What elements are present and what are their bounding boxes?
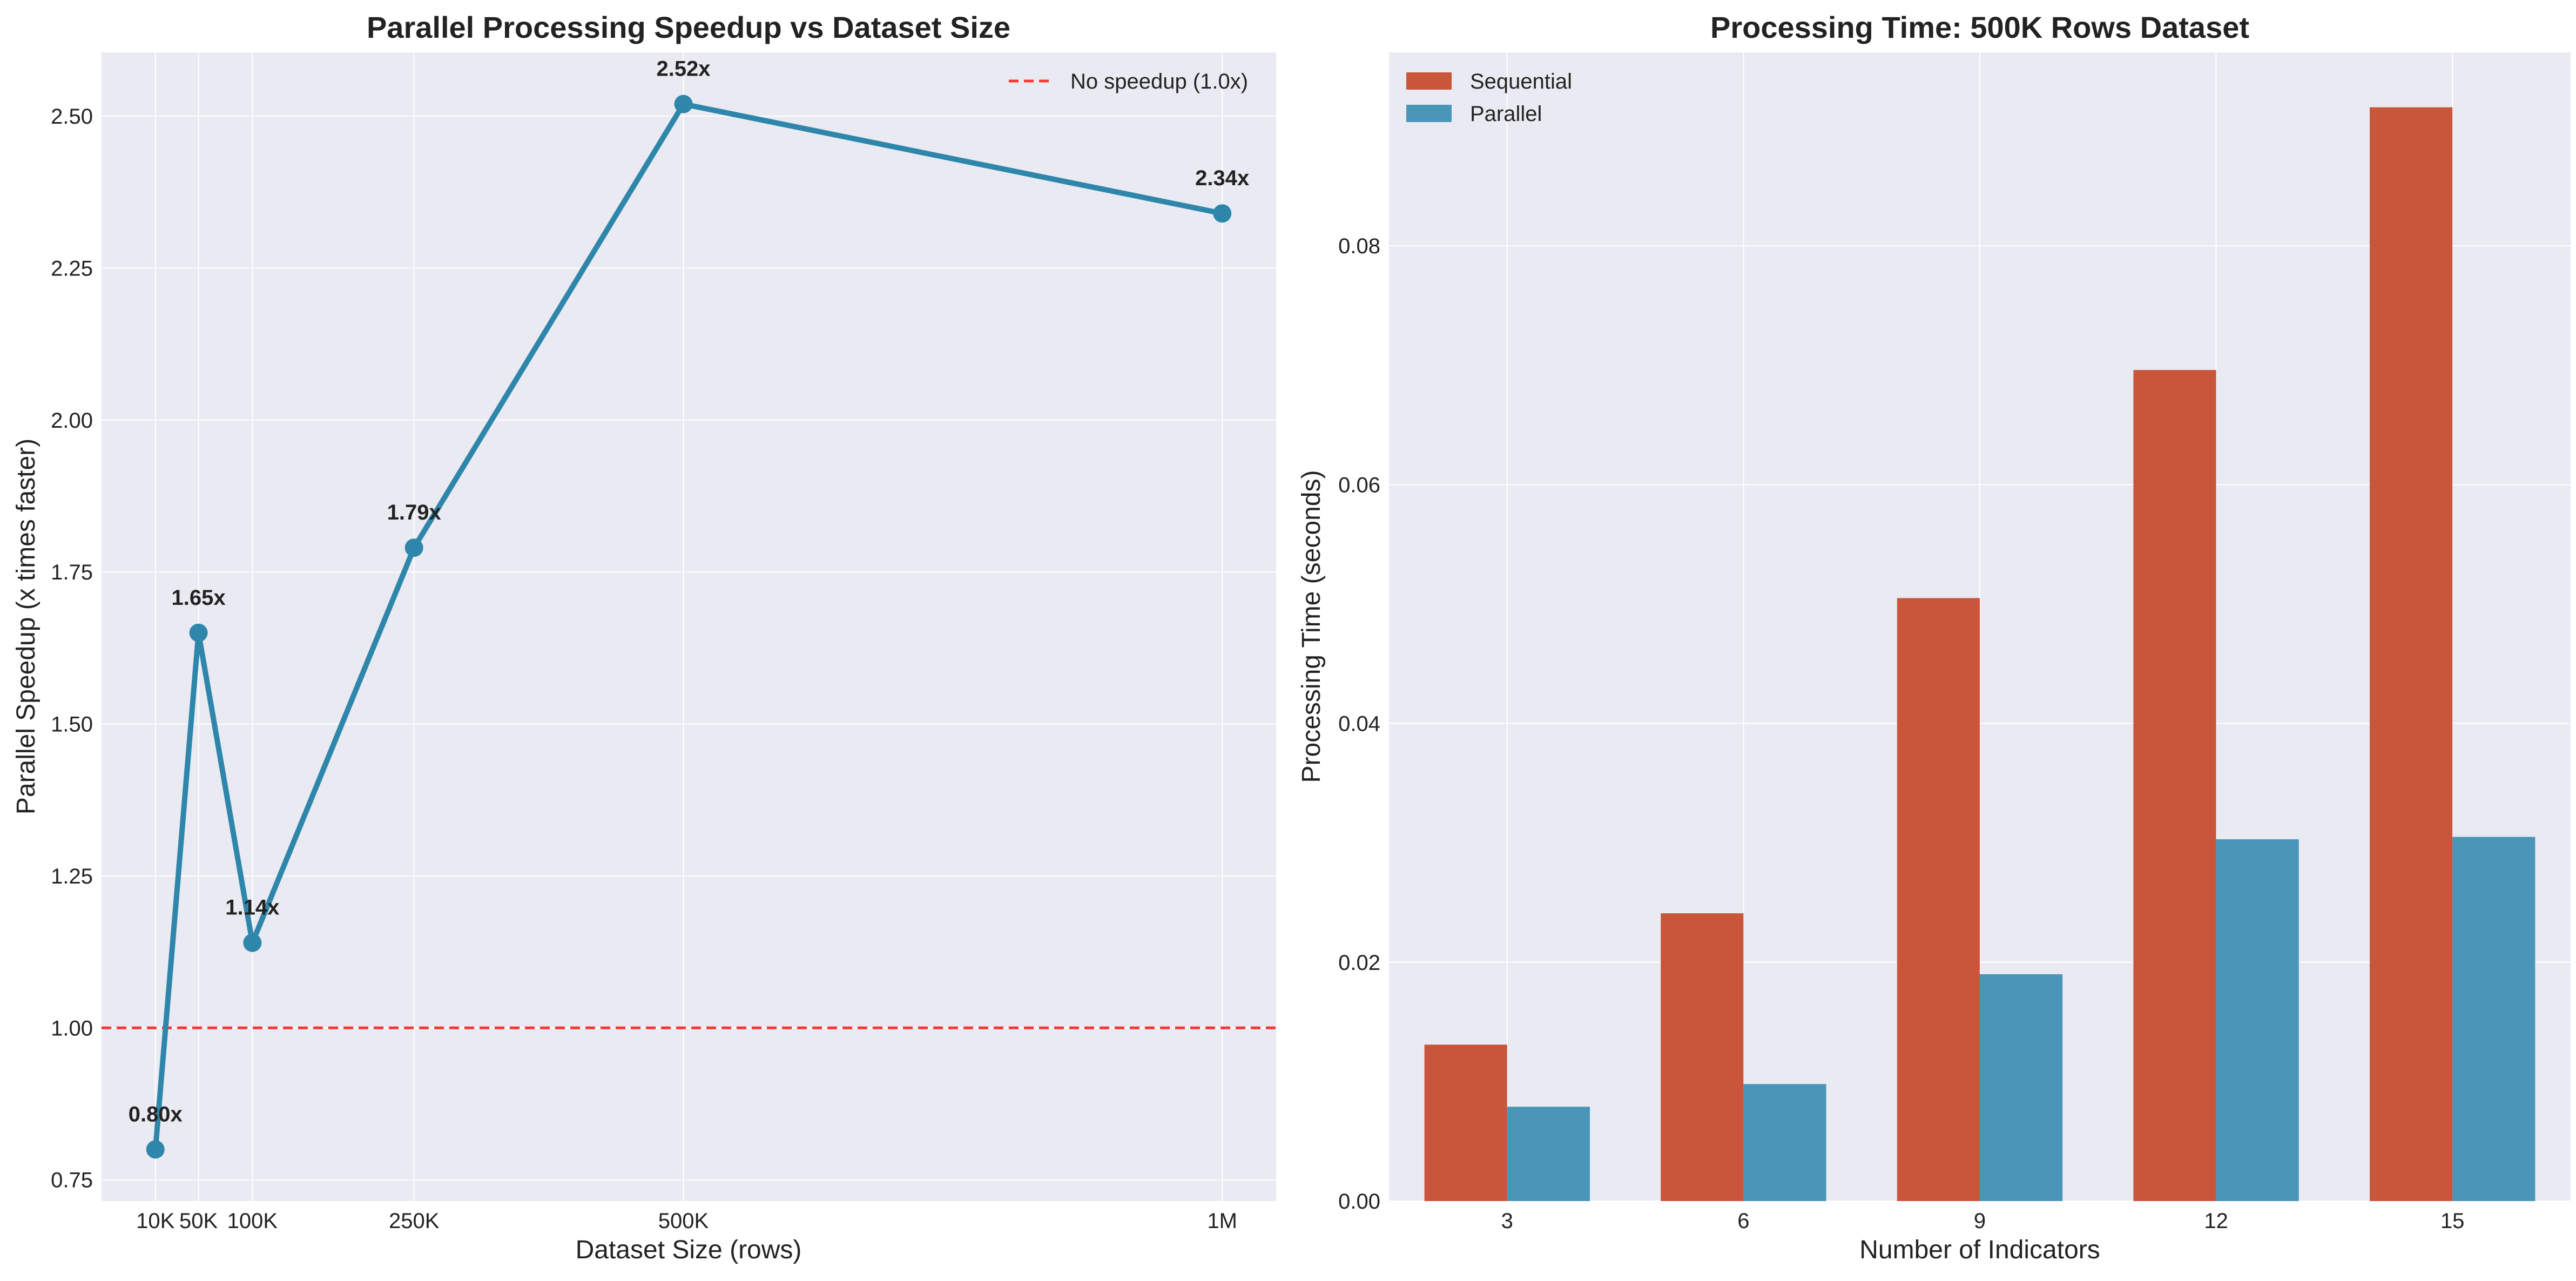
speedup-data-label: 1.65x [172, 586, 226, 610]
bar-parallel [1980, 974, 2063, 1201]
right-y-tick-label: 0.02 [1338, 951, 1380, 975]
left-x-axis-label: Dataset Size (rows) [576, 1236, 802, 1264]
speedup-line [152, 101, 1223, 1150]
speedup-point [674, 95, 693, 113]
right-y-tick-labels: 0.00 0.02 0.04 0.06 0.08 [1338, 234, 1380, 1213]
right-x-tick-label: 9 [1974, 1209, 1986, 1233]
bar-sequential [1424, 1044, 1507, 1201]
left-plot-area [102, 52, 1276, 1201]
speedup-point [1213, 204, 1232, 223]
right-x-tick-label: 6 [1737, 1209, 1749, 1233]
speedup-point [243, 933, 262, 952]
speedup-data-labels: 0.80x 1.65x 1.14x 1.79x 2.52x 2.34x [129, 57, 1250, 1127]
left-x-tick-label: 250K [389, 1209, 440, 1233]
speedup-data-label: 2.34x [1195, 166, 1249, 190]
right-y-tick-label: 0.00 [1338, 1190, 1380, 1213]
bar-sequential [1661, 913, 1744, 1201]
legend-label-sequential: Sequential [1470, 70, 1572, 93]
bar-sequential [2370, 107, 2453, 1201]
speedup-point [146, 1140, 165, 1159]
speedup-data-label: 1.14x [225, 896, 279, 920]
left-x-tick-label: 1M [1207, 1209, 1237, 1233]
left-y-tick-label: 1.00 [51, 1016, 93, 1040]
speedup-line-chart: 0.80x 1.65x 1.14x 1.79x 2.52x 2.34x 0.75 1.00 1… [12, 10, 1276, 1264]
bar-parallel [1507, 1107, 1590, 1201]
legend-swatch-parallel [1406, 105, 1452, 122]
right-x-tick-labels: 3 6 9 12 15 [1501, 1209, 2465, 1233]
right-y-axis-label: Processing Time (seconds) [1297, 470, 1326, 783]
left-y-tick-label: 2.50 [51, 105, 93, 129]
left-y-tick-label: 1.25 [51, 865, 93, 888]
right-y-tick-label: 0.06 [1338, 473, 1380, 497]
left-y-tick-label: 2.00 [51, 409, 93, 433]
right-x-tick-label: 12 [2204, 1209, 2228, 1233]
legend-label-no-speedup: No speedup (1.0x) [1070, 70, 1248, 93]
left-chart-title: Parallel Processing Speedup vs Dataset S… [367, 10, 1010, 44]
speedup-series [146, 95, 1232, 1159]
speedup-data-label: 1.79x [387, 501, 441, 524]
left-x-tick-label: 50K [179, 1209, 218, 1233]
bar-sequential [2133, 370, 2216, 1201]
speedup-point [189, 623, 208, 642]
processing-time-bar-chart: 0.00 0.02 0.04 0.06 0.08 3 6 9 12 15 Processing … [1297, 10, 2571, 1264]
right-y-tick-label: 0.08 [1338, 234, 1380, 258]
left-x-tick-labels: 10K 50K 100K 250K 500K 1M [136, 1209, 1237, 1233]
bar-parallel [2216, 839, 2299, 1201]
left-legend: No speedup (1.0x) [1009, 70, 1248, 93]
left-y-tick-label: 0.75 [51, 1169, 93, 1192]
speedup-data-label: 0.80x [129, 1102, 183, 1126]
left-y-tick-label: 2.25 [51, 257, 93, 281]
bar-sequential [1897, 598, 1980, 1201]
right-legend: Sequential Parallel [1406, 70, 1572, 126]
speedup-data-label: 2.52x [656, 57, 710, 81]
left-x-tick-label: 10K [136, 1209, 174, 1233]
right-y-tick-label: 0.04 [1338, 712, 1380, 736]
left-y-axis-label: Parallel Speedup (x times faster) [12, 439, 41, 814]
left-x-tick-label: 100K [227, 1209, 278, 1233]
left-y-tick-label: 1.50 [51, 713, 93, 737]
left-x-tick-label: 500K [658, 1209, 709, 1233]
speedup-point [404, 538, 423, 557]
right-x-tick-label: 15 [2440, 1209, 2465, 1233]
left-y-tick-labels: 0.75 1.00 1.25 1.50 1.75 2.00 2.25 2.50 [51, 105, 93, 1192]
legend-label-parallel: Parallel [1470, 102, 1542, 126]
right-x-axis-label: Number of Indicators [1859, 1236, 2100, 1264]
legend-swatch-sequential [1406, 72, 1452, 90]
bar-parallel [1743, 1084, 1826, 1201]
left-y-tick-label: 1.75 [51, 561, 93, 584]
bar-group [1424, 107, 2535, 1201]
bar-parallel [2452, 837, 2535, 1201]
right-x-tick-label: 3 [1501, 1209, 1513, 1233]
right-chart-title: Processing Time: 500K Rows Dataset [1710, 10, 2249, 44]
